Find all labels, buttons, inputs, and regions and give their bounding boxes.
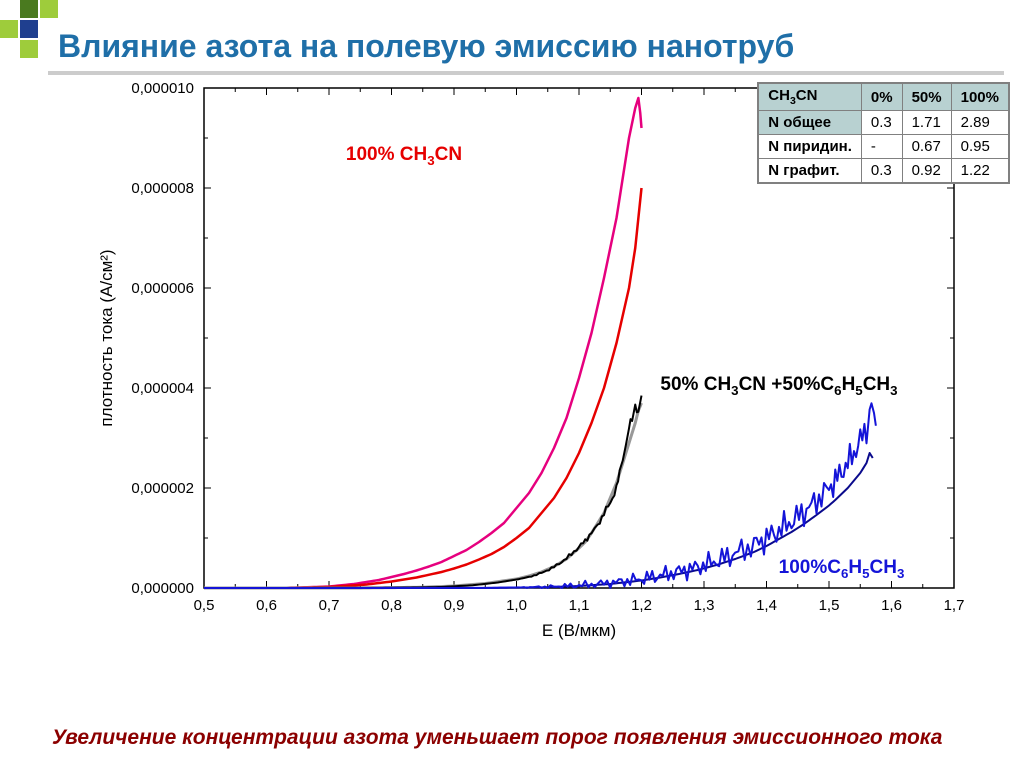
series-label: 100% CH3CN [254, 144, 554, 168]
logo-square [20, 40, 38, 58]
table-cell: - [861, 135, 902, 159]
svg-text:0,8: 0,8 [381, 597, 402, 614]
svg-text:0,000006: 0,000006 [131, 280, 194, 297]
table-cell: 0.92 [902, 159, 951, 183]
svg-text:1,3: 1,3 [694, 597, 715, 614]
svg-text:0,000004: 0,000004 [131, 380, 194, 397]
table-cell: 0.95 [951, 135, 1008, 159]
svg-text:0,9: 0,9 [444, 597, 465, 614]
svg-text:0,000002: 0,000002 [131, 480, 194, 497]
title-underline [48, 71, 1004, 75]
table-header: 100% [951, 84, 1008, 111]
svg-text:1,0: 1,0 [506, 597, 527, 614]
logo-square [0, 20, 18, 38]
logo-square [40, 0, 58, 18]
svg-text:1,2: 1,2 [631, 597, 652, 614]
svg-text:0,6: 0,6 [256, 597, 277, 614]
logo-square [20, 20, 38, 38]
table-header: 0% [861, 84, 902, 111]
svg-text:1,6: 1,6 [881, 597, 902, 614]
table-header: CH3CN [759, 84, 862, 111]
svg-text:1,4: 1,4 [756, 597, 777, 614]
slide-title: Влияние азота на полевую эмиссию нанотру… [58, 28, 1004, 65]
svg-text:0,7: 0,7 [319, 597, 340, 614]
table-cell: 0.3 [861, 159, 902, 183]
svg-text:0,000008: 0,000008 [131, 180, 194, 197]
table-cell: 0.67 [902, 135, 951, 159]
table-cell: 1.71 [902, 111, 951, 135]
table-row-label: N общее [759, 111, 862, 135]
series-label: 50% CH3CN +50%C6H5CH3 [629, 374, 929, 398]
svg-text:1,1: 1,1 [569, 597, 590, 614]
svg-text:0,000000: 0,000000 [131, 580, 194, 597]
svg-text:0,000010: 0,000010 [131, 80, 194, 97]
table-header: 50% [902, 84, 951, 111]
table-row-label: N пиридин. [759, 135, 862, 159]
table-row-label: N графит. [759, 159, 862, 183]
nitrogen-table: CH3CN0%50%100%N общее0.31.712.89N пириди… [757, 82, 1010, 184]
svg-text:E (В/мкм): E (В/мкм) [542, 621, 616, 640]
series-label: 100%C6H5CH3 [692, 557, 975, 581]
svg-text:1,7: 1,7 [944, 597, 965, 614]
svg-text:0,5: 0,5 [194, 597, 215, 614]
table-cell: 2.89 [951, 111, 1008, 135]
svg-text:плотность тока (A/см²): плотность тока (A/см²) [97, 249, 116, 426]
logo-square [20, 0, 38, 18]
table-cell: 0.3 [861, 111, 902, 135]
conclusion-text: Увеличение концентрации азота уменьшает … [52, 724, 994, 751]
logo-icon [0, 0, 60, 60]
table-cell: 1.22 [951, 159, 1008, 183]
svg-text:1,5: 1,5 [819, 597, 840, 614]
